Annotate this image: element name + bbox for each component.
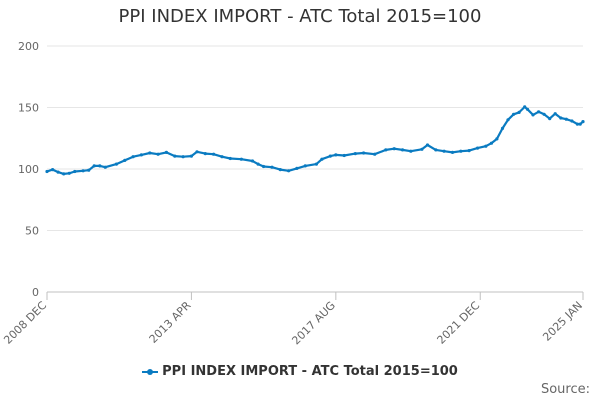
- data-point[interactable]: [314, 162, 318, 166]
- data-point[interactable]: [353, 152, 357, 156]
- data-point[interactable]: [489, 141, 493, 145]
- data-point[interactable]: [442, 149, 446, 153]
- data-point[interactable]: [56, 170, 60, 174]
- data-point[interactable]: [228, 156, 232, 161]
- data-point[interactable]: [295, 166, 299, 170]
- data-point[interactable]: [164, 150, 168, 154]
- data-point[interactable]: [434, 148, 438, 152]
- data-point[interactable]: [239, 157, 243, 161]
- data-point[interactable]: [575, 122, 580, 126]
- data-point[interactable]: [578, 122, 582, 126]
- y-tick-label: 0: [32, 286, 39, 299]
- x-tick-label: 2008 DEC: [1, 299, 49, 347]
- legend-label: PPI INDEX IMPORT - ATC Total 2015=100: [162, 364, 458, 379]
- data-point[interactable]: [475, 146, 480, 150]
- data-point[interactable]: [542, 112, 546, 116]
- x-tick-label: 2025 JAN: [540, 299, 585, 344]
- data-point[interactable]: [548, 117, 552, 121]
- data-point[interactable]: [500, 126, 505, 130]
- chart-title: PPI INDEX IMPORT - ATC Total 2015=100: [118, 6, 482, 27]
- data-point[interactable]: [131, 155, 135, 159]
- data-point[interactable]: [73, 169, 77, 174]
- data-point[interactable]: [511, 112, 516, 116]
- data-point[interactable]: [400, 148, 405, 152]
- data-point[interactable]: [45, 169, 49, 174]
- data-point[interactable]: [342, 153, 346, 158]
- data-point[interactable]: [523, 105, 527, 109]
- data-point[interactable]: [98, 164, 102, 168]
- data-point[interactable]: [392, 147, 396, 151]
- data-point[interactable]: [87, 168, 91, 172]
- data-point[interactable]: [334, 153, 338, 157]
- y-tick-label: 150: [18, 102, 39, 115]
- data-point[interactable]: [189, 154, 193, 158]
- source-label: Source:: [540, 382, 590, 397]
- data-point[interactable]: [220, 155, 224, 159]
- data-point[interactable]: [570, 119, 574, 123]
- data-point[interactable]: [553, 112, 557, 116]
- x-tick-label: 2021 DEC: [435, 299, 483, 347]
- data-point[interactable]: [51, 168, 55, 172]
- data-point[interactable]: [262, 164, 266, 169]
- data-point[interactable]: [278, 168, 282, 172]
- data-point[interactable]: [384, 148, 388, 152]
- data-point[interactable]: [195, 150, 199, 154]
- data-point[interactable]: [525, 107, 530, 111]
- data-point[interactable]: [362, 151, 366, 155]
- data-point[interactable]: [287, 169, 291, 173]
- data-point[interactable]: [450, 150, 455, 154]
- data-point[interactable]: [373, 152, 377, 156]
- legend-swatch-icon: [142, 367, 159, 377]
- data-point[interactable]: [506, 118, 510, 122]
- data-point[interactable]: [517, 110, 521, 114]
- data-point[interactable]: [114, 162, 118, 166]
- data-point[interactable]: [484, 144, 488, 148]
- data-point[interactable]: [459, 149, 463, 153]
- data-point[interactable]: [92, 164, 96, 168]
- data-point[interactable]: [581, 120, 585, 124]
- data-point[interactable]: [256, 162, 260, 166]
- data-point[interactable]: [425, 143, 430, 147]
- data-point[interactable]: [250, 159, 255, 163]
- data-point[interactable]: [559, 116, 563, 120]
- data-point[interactable]: [67, 171, 71, 175]
- data-point[interactable]: [420, 147, 424, 151]
- x-tick-label: 2017 AUG: [289, 299, 338, 348]
- data-point[interactable]: [531, 113, 535, 117]
- data-point[interactable]: [62, 172, 66, 176]
- data-point[interactable]: [212, 152, 216, 156]
- legend[interactable]: PPI INDEX IMPORT - ATC Total 2015=100: [0, 364, 600, 379]
- y-tick-label: 100: [18, 163, 39, 176]
- data-point[interactable]: [320, 157, 324, 161]
- y-tick-label: 50: [25, 225, 39, 238]
- x-tick-label: 2013 APR: [147, 299, 194, 346]
- data-point[interactable]: [467, 149, 471, 153]
- data-point[interactable]: [564, 117, 568, 121]
- data-point[interactable]: [409, 149, 413, 153]
- y-tick-label: 200: [18, 40, 39, 53]
- data-point[interactable]: [303, 164, 307, 168]
- data-point[interactable]: [270, 165, 274, 169]
- data-point[interactable]: [181, 155, 185, 159]
- data-point[interactable]: [173, 154, 177, 158]
- data-point[interactable]: [495, 137, 499, 141]
- data-point[interactable]: [156, 152, 160, 156]
- data-point[interactable]: [203, 152, 207, 156]
- data-point[interactable]: [139, 153, 143, 157]
- data-point[interactable]: [81, 169, 85, 173]
- data-point[interactable]: [537, 110, 541, 114]
- data-point[interactable]: [328, 154, 332, 158]
- data-point[interactable]: [103, 165, 107, 169]
- data-point[interactable]: [148, 151, 152, 155]
- data-point[interactable]: [123, 158, 127, 162]
